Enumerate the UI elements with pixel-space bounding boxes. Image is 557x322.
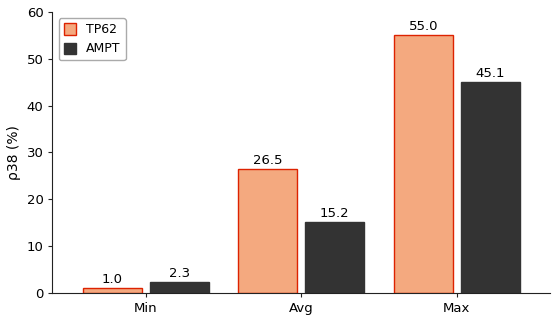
Bar (238, 169, 297, 293)
Text: 15.2: 15.2 (320, 207, 349, 220)
Text: 2.3: 2.3 (169, 267, 190, 280)
Text: 26.5: 26.5 (253, 154, 282, 167)
Text: 45.1: 45.1 (476, 67, 505, 80)
Text: 55.0: 55.0 (409, 21, 438, 33)
Y-axis label: ρ38 (%): ρ38 (%) (7, 125, 21, 180)
Bar (83, 288, 142, 293)
Text: 1.0: 1.0 (102, 273, 123, 287)
Bar (305, 222, 364, 293)
Bar (461, 82, 520, 293)
Legend: TP62, AMPT: TP62, AMPT (58, 18, 126, 61)
Bar (394, 35, 453, 293)
Bar (150, 282, 209, 293)
